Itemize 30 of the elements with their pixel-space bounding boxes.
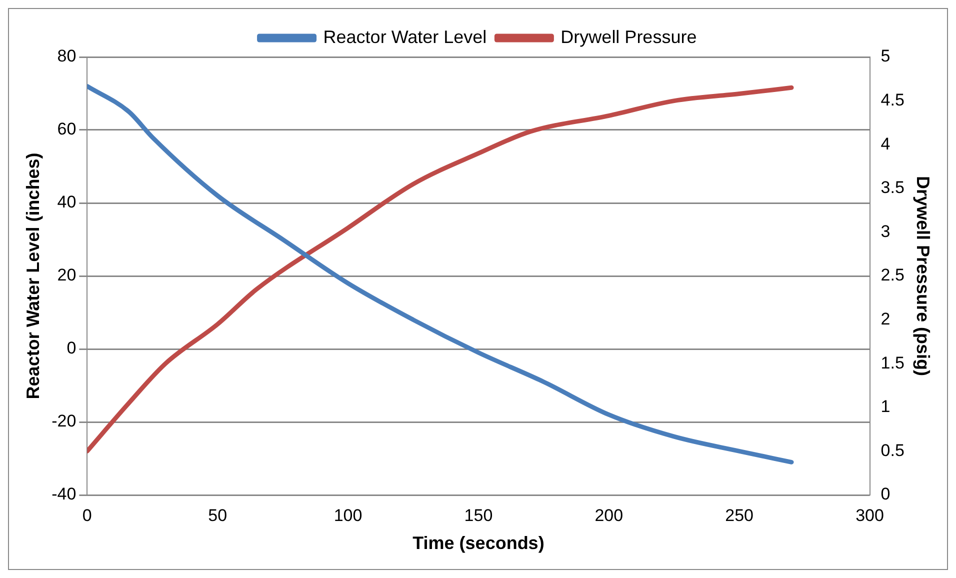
y2-tick-label: 1.5 xyxy=(880,353,904,372)
x-tick-label: 0 xyxy=(82,506,92,525)
y-tick-label: 40 xyxy=(57,192,76,212)
y-tick-label: 20 xyxy=(57,266,76,285)
y2-tick-label: 0 xyxy=(880,484,890,504)
y-axis-title: Reactor Water Level (inches) xyxy=(22,152,43,400)
x-tick-label: 50 xyxy=(208,506,228,525)
y2-tick-label: 4.5 xyxy=(880,90,904,110)
x-axis-title: Time (seconds) xyxy=(412,533,544,554)
legend-label: Reactor Water Level xyxy=(323,26,487,47)
y2-tick-label: 3 xyxy=(880,222,890,241)
y2-tick-label: 2 xyxy=(880,309,890,328)
y2-axis-title: Drywell Pressure (psig) xyxy=(913,176,934,376)
x-tick-label: 250 xyxy=(725,506,754,525)
legend-label: Drywell Pressure xyxy=(560,26,697,47)
x-tick-label: 150 xyxy=(464,506,493,525)
x-tick-label: 200 xyxy=(594,506,624,525)
x-tick-label: 100 xyxy=(334,506,362,525)
y-tick-label: 60 xyxy=(57,120,76,139)
y2-tick-label: 3.5 xyxy=(880,178,904,198)
y-tick-label: 0 xyxy=(66,338,76,358)
y2-tick-label: 5 xyxy=(880,46,890,66)
y2-tick-label: 1 xyxy=(880,397,890,416)
y-tick-label: 80 xyxy=(57,46,76,66)
y-tick-label: -20 xyxy=(52,412,76,431)
y2-tick-label: 4 xyxy=(880,134,890,154)
y2-tick-label: 2.5 xyxy=(880,266,904,285)
x-tick-label: 300 xyxy=(856,506,884,525)
y-tick-label: -40 xyxy=(52,484,76,504)
y2-tick-label: 0.5 xyxy=(880,440,904,460)
